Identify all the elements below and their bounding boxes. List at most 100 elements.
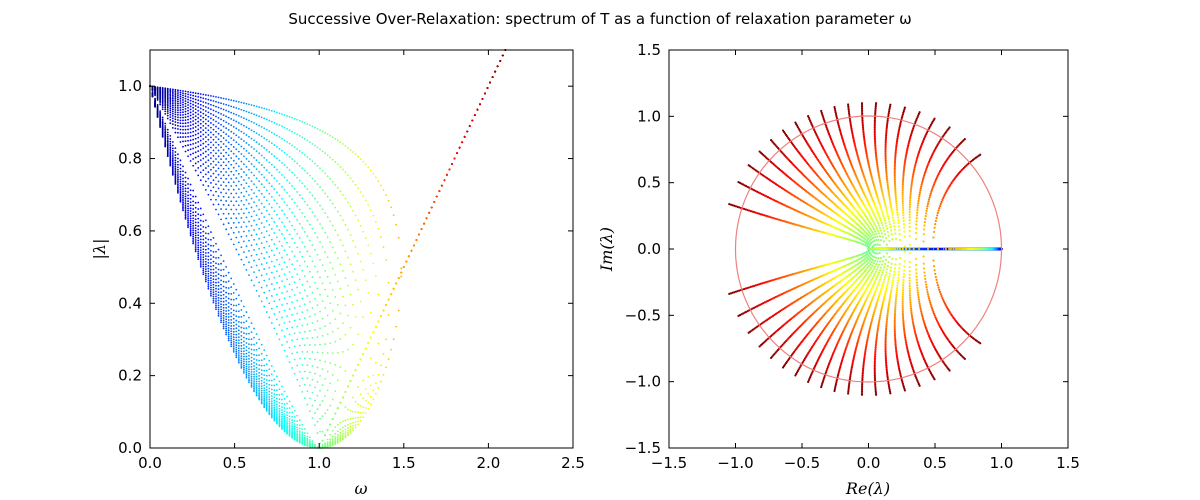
eigen-point [288,258,291,261]
eigen-point [237,241,240,244]
eigen-point [339,401,342,404]
eigen-point [265,382,268,385]
eigen-point [248,119,250,122]
eigen-point [260,145,263,147]
eigen-point [182,165,184,168]
eigen-point [171,115,174,117]
eigen-point [324,434,327,437]
eigen-point [326,389,329,392]
eigen-point [270,407,273,410]
eigen-point [265,262,268,264]
eigen-point [265,379,268,381]
eigen-point [281,244,283,247]
eigen-point [189,229,192,232]
eigen-point [220,123,222,126]
eigen-point [197,244,200,247]
eigen-point [293,146,296,149]
eigen-point [301,423,304,426]
eigen-point [250,266,253,269]
eigen-point [194,169,197,172]
eigen-point [260,242,263,245]
eigen-point [197,160,200,163]
eigen-point [207,261,210,264]
eigen-point [197,225,200,227]
eigen-point [187,96,189,98]
eigen-point [255,243,258,246]
eigen-point [237,231,240,233]
eigen-point [235,127,238,130]
eigen-point [321,264,324,267]
eigen-point [268,400,271,403]
eigen-point [311,160,314,163]
eigen-point [278,194,281,197]
eigen-point [341,244,344,247]
eigen-point [268,393,271,396]
eigen-point [199,238,202,241]
eigen-point [215,257,217,259]
eigen-point [182,122,184,125]
eigen-point [217,180,220,183]
eigen-point [197,155,200,158]
eigen-point [265,251,268,254]
eigen-point [344,250,347,253]
eigen-point [270,402,273,405]
eigen-point [227,333,230,336]
eigen-point [212,166,215,169]
eigen-point [291,352,294,355]
eigen-point [230,238,233,241]
eigen-point [217,203,220,206]
eigen-point [237,325,240,328]
eigen-point [331,438,334,441]
eigen-point [248,135,250,138]
eigen-point [197,254,200,257]
eigen-point [230,177,233,180]
eigen-point [169,122,172,125]
eigen-point [199,100,202,103]
eigen-point [184,190,187,193]
eigen-point [278,159,281,162]
eigen-point [207,148,210,151]
eigen-point [187,106,189,109]
eigen-point [260,222,263,224]
eigen-point [227,167,230,170]
eigen-point [243,314,245,317]
eigen-point [283,151,286,154]
eigen-point [387,298,390,301]
eigen-point [281,329,283,332]
eigen-point [258,389,261,392]
eigen-point [204,136,207,138]
eigen-point [314,248,316,251]
eigen-point [235,236,238,239]
eigen-point [184,204,187,207]
eigen-point [184,122,187,125]
eigen-point [250,146,253,148]
eigen-point [255,354,258,357]
eigen-point [354,279,357,281]
eigen-point [316,287,319,290]
eigen-point [331,288,334,291]
eigen-point [240,361,243,364]
eigen-point [222,131,225,134]
eigen-point [197,217,200,220]
eigen-point [182,101,184,104]
eigen-point [298,208,301,211]
eigen-point [171,159,174,162]
eigen-point [250,163,253,165]
eigen-point [296,338,299,341]
eigen-point [369,252,372,255]
eigen-point [225,318,228,321]
eigen-point [243,327,245,330]
eigen-point [296,286,299,289]
eigen-point [334,273,337,276]
eigen-point [288,169,291,171]
eigen-point [248,374,250,377]
eigen-point [237,136,240,139]
eigen-point [268,404,271,406]
eigen-point [303,153,306,156]
eigen-point [220,118,222,121]
eigen-point [227,141,230,144]
eigen-point [306,364,309,367]
eigen-point [225,306,228,309]
eigen-point [232,321,235,324]
eigen-point [334,251,337,254]
